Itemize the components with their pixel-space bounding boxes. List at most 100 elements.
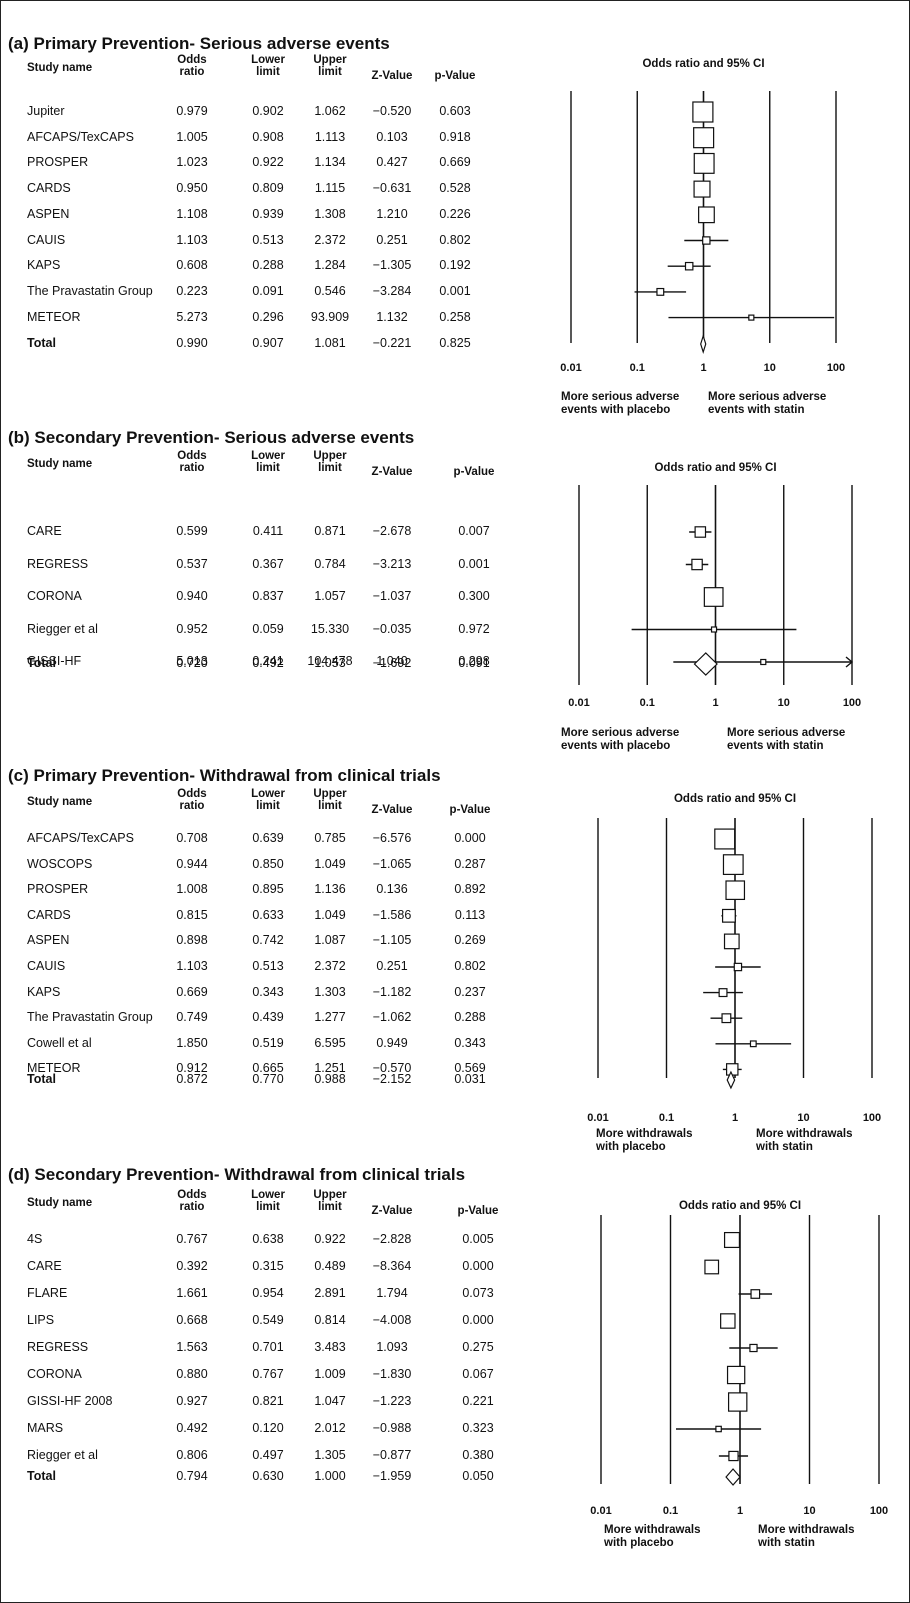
lower-limit-value: 0.908	[252, 129, 284, 144]
z-value: −2.678	[372, 524, 412, 538]
point-estimate-square	[721, 1013, 732, 1024]
z-value: 1.210	[376, 206, 408, 221]
z-value: −0.631	[372, 181, 412, 196]
odds-ratio-value: 0.927	[176, 1394, 208, 1408]
z-value: −1.692	[372, 656, 412, 670]
study-name: Riegger et al	[27, 1448, 98, 1462]
point-estimate-square	[727, 1392, 748, 1412]
plot-title: Odds ratio and 95% CI	[642, 58, 765, 70]
z-value: −1.062	[372, 1010, 412, 1025]
plot-title: Odds ratio and 95% CI	[673, 793, 797, 805]
study-name: GISSI-HF 2008	[27, 1394, 113, 1408]
study-name: AFCAPS/TexCAPS	[27, 129, 134, 144]
panel-title: (b) Secondary Prevention- Serious advers…	[8, 428, 415, 447]
p-value: 0.528	[439, 181, 471, 196]
lower-limit-value: 0.513	[252, 232, 284, 247]
tick-label: 0.01	[568, 697, 589, 709]
study-name: The Pravastatin Group	[27, 1010, 153, 1025]
upper-limit-value: 1.134	[314, 155, 346, 170]
lower-limit-value: 0.411	[252, 524, 284, 538]
plot-title: Odds ratio and 95% CI	[678, 1200, 802, 1212]
odds-ratio-value: 1.103	[176, 232, 208, 247]
tick-label: 1	[732, 1112, 738, 1124]
column-header-upper-limit: Upper limit	[313, 788, 347, 812]
lower-limit-value: 0.549	[252, 1313, 284, 1327]
p-value: 0.221	[462, 1394, 494, 1408]
upper-limit-value: 93.909	[310, 309, 350, 324]
p-value: 0.287	[454, 856, 486, 871]
odds-ratio-value: 0.767	[176, 1232, 208, 1246]
upper-limit-value: 1.308	[314, 206, 346, 221]
p-value: 0.091	[458, 656, 490, 670]
column-header-z-value: Z-Value	[371, 466, 413, 478]
total-label: Total	[27, 656, 56, 670]
z-value: −1.182	[372, 984, 412, 999]
p-value: 0.380	[462, 1448, 494, 1462]
study-name: GISSI-HF	[27, 654, 82, 668]
study-name: CAUIS	[27, 959, 66, 973]
z-value: −1.105	[372, 933, 412, 948]
odds-ratio-value: 0.599	[176, 524, 208, 538]
upper-limit-value: 1.087	[314, 933, 346, 948]
point-estimate-square	[693, 180, 711, 198]
tick-label: 1	[712, 697, 718, 709]
odds-ratio-value: 0.806	[176, 1448, 208, 1462]
point-estimate-square	[691, 558, 703, 571]
study-name: CAUIS	[27, 232, 66, 247]
lower-limit-value: 0.821	[252, 1394, 284, 1408]
summary-diamond	[725, 1468, 741, 1486]
upper-limit-value: 2.891	[314, 1286, 346, 1300]
odds-ratio-value: 0.223	[176, 283, 208, 298]
odds-ratio-value: 0.944	[176, 856, 208, 871]
z-value: 0.103	[376, 129, 408, 144]
upper-limit-value: 1.113	[314, 129, 346, 144]
lower-limit-value: 0.770	[252, 1072, 284, 1086]
z-value: 1.132	[376, 309, 408, 324]
z-value: −0.988	[372, 1421, 412, 1435]
upper-limit-value: 0.784	[314, 556, 346, 571]
column-header-lower-limit: Lower limit	[251, 1189, 285, 1213]
upper-limit-value: 1.049	[314, 856, 346, 871]
point-estimate-square	[656, 287, 665, 296]
odds-ratio-value: 0.940	[176, 589, 208, 603]
point-estimate-square	[720, 1313, 736, 1329]
point-estimate-square	[698, 206, 715, 224]
total-label: Total	[27, 1072, 56, 1086]
z-value: −6.576	[372, 831, 412, 845]
point-estimate-square	[760, 658, 767, 666]
z-value: 0.427	[376, 155, 408, 170]
column-header-z-value: Z-Value	[371, 70, 413, 82]
summary-diamond	[700, 334, 707, 354]
column-header-z-value: Z-Value	[371, 804, 413, 816]
lower-limit-value: 0.367	[252, 556, 284, 571]
study-name: WOSCOPS	[27, 856, 93, 871]
point-estimate-square	[721, 908, 736, 923]
lower-limit-value: 0.907	[252, 336, 284, 350]
upper-limit-value: 1.277	[314, 1010, 346, 1025]
point-estimate-square	[710, 626, 718, 633]
z-value: 0.136	[376, 882, 408, 897]
tick-label: 100	[870, 1505, 888, 1517]
point-estimate-square	[723, 1231, 741, 1249]
odds-ratio-value: 0.912	[176, 1061, 208, 1076]
odds-ratio-value: 0.668	[176, 1313, 208, 1327]
odds-ratio-value: 0.708	[176, 831, 208, 845]
point-estimate-square	[723, 933, 740, 950]
z-value: −0.570	[372, 1061, 412, 1076]
study-name: METEOR	[27, 309, 81, 324]
odds-ratio-value: 1.850	[176, 1035, 208, 1050]
p-value: 0.067	[462, 1367, 494, 1381]
lower-limit-value: 0.837	[252, 589, 284, 603]
lower-limit-value: 0.519	[252, 1035, 284, 1050]
p-value: 0.000	[454, 831, 486, 845]
upper-limit-value: 6.595	[314, 1035, 346, 1050]
upper-limit-value: 0.814	[314, 1313, 346, 1327]
odds-ratio-value: 0.872	[176, 1072, 208, 1086]
column-header-study: Study name	[27, 1197, 93, 1209]
lower-limit-value: 0.767	[252, 1367, 284, 1381]
point-estimate-square	[748, 314, 755, 321]
column-header-odds-ratio: Odds ratio	[177, 54, 207, 78]
odds-ratio-value: 1.008	[176, 882, 208, 897]
odds-ratio-value: 0.669	[176, 984, 208, 999]
study-name: REGRESS	[27, 1340, 89, 1354]
